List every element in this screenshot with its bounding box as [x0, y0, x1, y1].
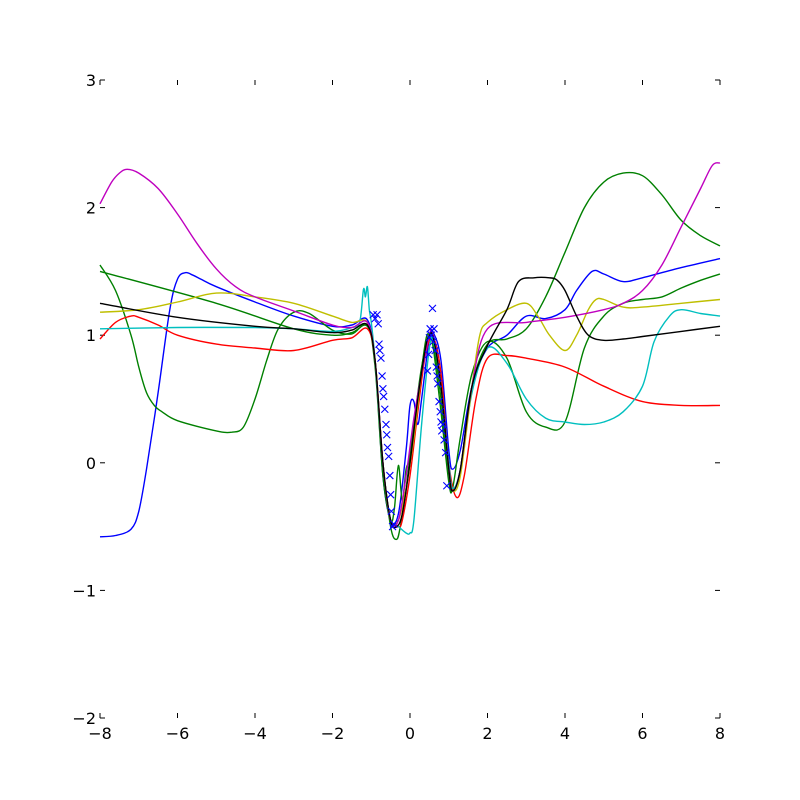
y-tick-label: 2 [86, 199, 96, 218]
data-point-marker [377, 354, 385, 363]
x-tick-label: 2 [482, 724, 492, 743]
data-point-marker [369, 310, 378, 319]
data-point-marker [434, 379, 442, 388]
series-line-7 [99, 162, 721, 528]
axis-ticks [99, 79, 721, 719]
data-point-marker [379, 392, 388, 401]
data-point-marker [375, 346, 384, 355]
data-point-marker [378, 384, 387, 393]
data-point-marker [441, 448, 450, 457]
x-tick-label: 0 [405, 724, 415, 743]
data-point-marker [375, 340, 383, 349]
x-tick-label: −4 [243, 724, 267, 743]
y-tick-label: 3 [86, 71, 96, 90]
marker-layer [369, 304, 451, 531]
y-tick-label: 0 [86, 454, 96, 473]
series-line-3 [99, 171, 721, 541]
y-tick-label: −2 [72, 709, 96, 728]
data-point-marker [431, 346, 440, 355]
data-point-marker [384, 452, 393, 461]
data-point-marker [436, 407, 445, 416]
data-point-marker [423, 367, 432, 375]
data-point-marker [389, 520, 398, 528]
x-tick-label: 8 [715, 724, 725, 743]
data-point-marker [433, 372, 442, 380]
data-point-marker [383, 443, 392, 452]
data-point-marker [385, 471, 394, 480]
tick-labels: −8 −6 −4 −2 0 2 4 6 8 −2 −1 0 1 2 3 [72, 71, 725, 743]
data-point-marker [386, 490, 395, 499]
data-point-marker [426, 324, 435, 333]
series-line-5 [99, 285, 721, 535]
x-tick-label: −8 [88, 724, 112, 743]
data-point-marker [427, 331, 436, 340]
series-line-4 [99, 314, 721, 529]
x-tick-label: 4 [560, 724, 570, 743]
data-point-marker [380, 405, 389, 414]
data-point-marker [430, 324, 438, 333]
data-point-marker [382, 420, 390, 429]
data-point-marker [442, 481, 451, 490]
series-line-8 [99, 276, 721, 529]
data-point-marker [424, 350, 433, 359]
data-point-marker [378, 372, 386, 380]
data-point-marker [435, 397, 443, 406]
series-line-1 [99, 257, 721, 538]
data-point-marker [432, 363, 441, 371]
data-point-marker [373, 310, 381, 319]
series-layer [99, 162, 721, 541]
series-line-2 [99, 264, 721, 523]
y-tick-label: −1 [72, 581, 96, 600]
data-point-marker [387, 507, 396, 516]
data-point-marker [388, 522, 397, 531]
data-point-marker [371, 314, 380, 323]
data-point-marker [440, 435, 448, 444]
data-point-marker [374, 319, 383, 328]
x-tick-label: 6 [637, 724, 647, 743]
data-point-marker [429, 337, 438, 346]
y-tick-label: 1 [86, 326, 96, 345]
data-point-marker [382, 430, 391, 439]
data-point-marker [437, 427, 446, 435]
x-tick-label: −2 [321, 724, 345, 743]
data-point-marker [428, 304, 437, 313]
data-point-marker [439, 420, 447, 429]
x-tick-label: −6 [166, 724, 190, 743]
